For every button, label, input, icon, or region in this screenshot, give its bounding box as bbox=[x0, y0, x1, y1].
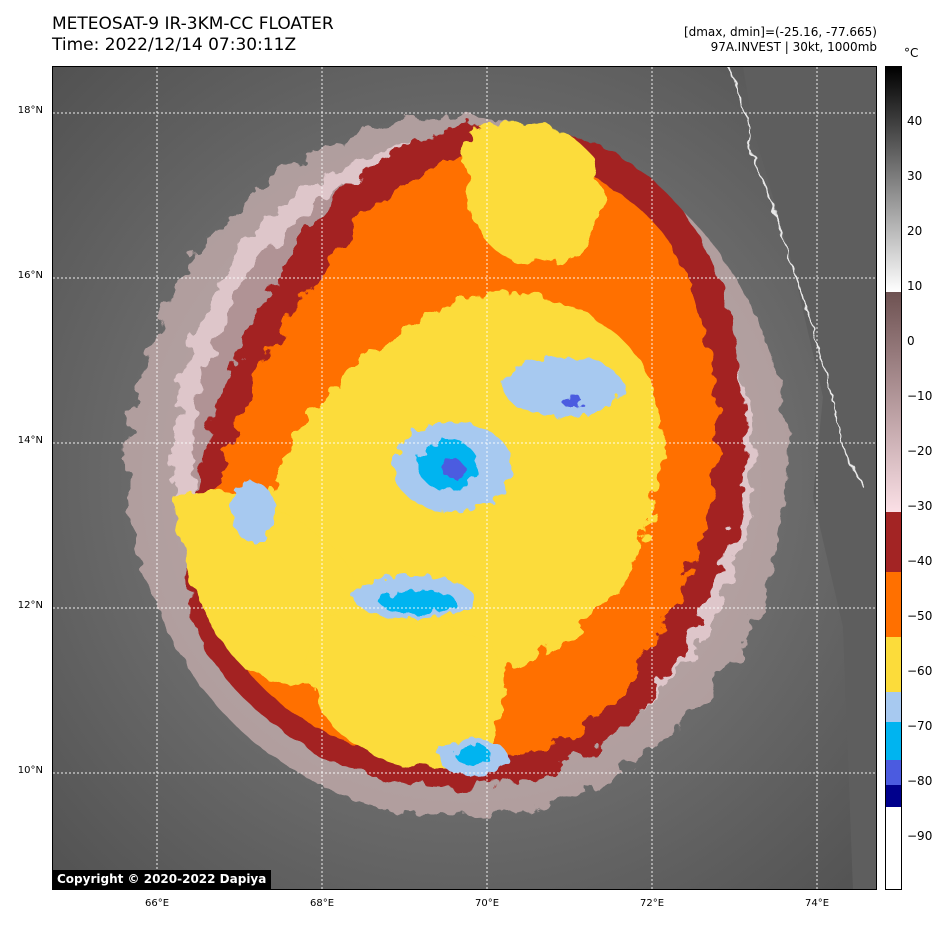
colorbar-tick-20: 20 bbox=[907, 224, 923, 238]
core-cyan-2 bbox=[380, 590, 456, 614]
colorbar-tick-30: 30 bbox=[907, 169, 923, 183]
colorbar-tick-0: 0 bbox=[907, 334, 915, 348]
colorbar-tick-minus70: −70 bbox=[907, 719, 933, 733]
copyright-label: Copyright © 2020-2022 Dapiya bbox=[53, 870, 272, 889]
chart-title: METEOSAT-9 IR-3KM-CC FLOATER Time: 2022/… bbox=[52, 14, 334, 56]
colorbar-tick-minus40: −40 bbox=[907, 554, 933, 568]
storm-meta: [dmax, dmin]=(-25.16, -77.665) 97A.INVES… bbox=[684, 25, 877, 55]
lon-label-70: 70°E bbox=[474, 898, 500, 909]
lat-label-18: 18°N bbox=[17, 105, 43, 116]
land-east bbox=[743, 67, 876, 889]
band-yellow-north bbox=[465, 121, 600, 264]
lat-label-14: 14°N bbox=[17, 435, 43, 446]
core-cyan-3 bbox=[455, 745, 491, 765]
meta-line-2: 97A.INVEST | 30kt, 1000mb bbox=[710, 40, 877, 54]
colorbar-tick-10: 10 bbox=[907, 279, 923, 293]
ir-imagery bbox=[53, 67, 876, 889]
colorbar-tick-40: 40 bbox=[907, 114, 923, 128]
colorbar-gradient bbox=[886, 67, 901, 889]
lon-label-74: 74°E bbox=[804, 898, 830, 909]
lat-label-10: 10°N bbox=[17, 765, 43, 776]
meta-line-1: [dmax, dmin]=(-25.16, -77.665) bbox=[683, 25, 877, 39]
core-lightblue-2 bbox=[503, 357, 623, 417]
satellite-map: Copyright © 2020-2022 Dapiya bbox=[52, 66, 877, 890]
lon-label-72: 72°E bbox=[639, 898, 665, 909]
colorbar-tick-minus80: −80 bbox=[907, 774, 933, 788]
colorbar bbox=[885, 66, 902, 890]
colorbar-tick-minus20: −20 bbox=[907, 444, 933, 458]
grid-lines bbox=[53, 67, 876, 889]
band-yellow-south bbox=[310, 615, 505, 769]
lon-label-68: 68°E bbox=[309, 898, 335, 909]
core-blue-1 bbox=[441, 460, 465, 478]
colorbar-tick-minus90: −90 bbox=[907, 829, 933, 843]
colorbar-tick-minus50: −50 bbox=[907, 609, 933, 623]
core-lightblue-5 bbox=[231, 482, 275, 542]
title-line-1: METEOSAT-9 IR-3KM-CC FLOATER bbox=[52, 14, 334, 34]
colorbar-tick-minus10: −10 bbox=[907, 389, 933, 403]
coastline bbox=[728, 67, 864, 488]
lon-label-66: 66°E bbox=[144, 898, 170, 909]
lat-label-12: 12°N bbox=[17, 600, 43, 611]
lat-label-16: 16°N bbox=[17, 270, 43, 281]
title-line-2: Time: 2022/12/14 07:30:11Z bbox=[52, 35, 297, 55]
colorbar-tick-minus60: −60 bbox=[907, 664, 933, 678]
colorbar-unit: °C bbox=[904, 46, 919, 60]
core-blue-2 bbox=[563, 395, 583, 409]
colorbar-tick-minus30: −30 bbox=[907, 499, 933, 513]
